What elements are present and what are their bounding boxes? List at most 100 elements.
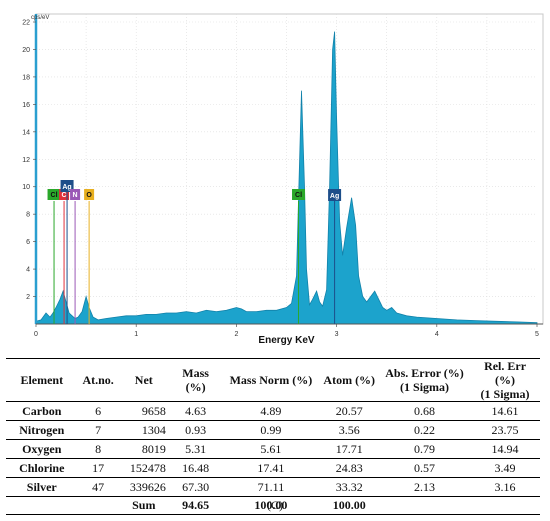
element-marker-label: Ag [62, 184, 71, 191]
header-mass: Mass (%) [182, 366, 209, 394]
cell-mass-norm: 5.61 [260, 442, 282, 456]
element-marker-box [59, 189, 70, 200]
table-row: Oxygen 8 8019 5.31 5.61 17.71 0.79 14.94 [6, 440, 540, 459]
cell-net: 1304 [141, 423, 166, 437]
cell-rel-err: 14.61 [491, 404, 519, 418]
element-marker-box [84, 189, 95, 200]
sum-mass-norm: 100.00 [254, 498, 288, 512]
element-marker-label: Cl [295, 192, 302, 199]
cell-mass-norm: 17.41 [257, 461, 285, 475]
header-atom: Atom (%) [323, 373, 376, 387]
cell-atno: 8 [95, 442, 102, 456]
cell-abs-err: 0.79 [414, 442, 436, 456]
y-tick-label: 4 [26, 267, 30, 274]
cell-net: 9658 [141, 404, 166, 418]
element-marker-label: C [62, 192, 67, 199]
table-row: Nitrogen 7 1304 0.93 0.99 3.56 0.22 23.75 [6, 421, 540, 440]
table-body: Carbon 6 9658 4.63 4.89 20.57 0.68 14.61 Nitroge… [6, 402, 540, 497]
header-atno: At.no. [82, 373, 114, 387]
cell-mass: 0.93 [185, 423, 207, 437]
cell-atom: 20.57 [335, 404, 363, 418]
table-row: Carbon 6 9658 4.63 4.89 20.57 0.68 14.61 [6, 402, 540, 421]
cell-mass: 67.30 [182, 480, 210, 494]
cell-net: 339626 [129, 480, 166, 494]
y-tick-label: 6 [26, 239, 30, 246]
table-row: Chlorine 17 152478 16.48 17.41 24.83 0.57 3.49 [6, 459, 540, 478]
table-header-row: Element At.no. Net Mass (%) Mass Norm (%… [6, 358, 540, 402]
element-marker-box [328, 189, 342, 201]
sum-mass: 94.65 [182, 498, 210, 512]
header-abs-error-line1: Abs. Error (%) [385, 366, 464, 380]
cell-element: Chlorine [19, 461, 65, 475]
cell-atom: 33.32 [335, 480, 363, 494]
element-marker-label: Cl [51, 192, 58, 199]
y-tick-label: 14 [22, 129, 30, 136]
header-mass-norm: Mass Norm (%) [229, 373, 313, 387]
cell-mass: 4.63 [185, 404, 207, 418]
cell-atom: 17.71 [335, 442, 363, 456]
x-tick-label: 2 [234, 331, 238, 338]
cell-abs-err: 0.22 [414, 423, 436, 437]
cell-rel-err: 3.49 [494, 461, 516, 475]
cell-rel-err: 23.75 [491, 423, 519, 437]
y-tick-label: 16 [22, 102, 30, 109]
cell-element: Carbon [22, 404, 62, 418]
cell-net: 8019 [141, 442, 166, 456]
table-row: Silver 47 339626 67.30 71.11 33.32 2.13 3.16 [6, 478, 540, 497]
cell-atno: 47 [92, 480, 105, 494]
cell-atno: 6 [95, 404, 102, 418]
cell-abs-err: 2.13 [414, 480, 436, 494]
cell-atom: 24.83 [335, 461, 363, 475]
cell-mass: 16.48 [182, 461, 210, 475]
cell-rel-err: 3.16 [494, 480, 516, 494]
y-tick-label: 22 [22, 20, 30, 27]
header-abs-error: Abs. Error (%) (1 Sigma) [379, 359, 470, 402]
element-marker-box [292, 189, 306, 200]
header-abs-error-line2: (1 Sigma) [400, 380, 450, 394]
element-marker-label: Ag [330, 193, 339, 200]
y-tick-label: 8 [26, 212, 30, 219]
cell-net: 152478 [129, 461, 166, 475]
cell-atno: 17 [92, 461, 105, 475]
cell-element: Nitrogen [19, 423, 65, 437]
y-tick-label: 20 [22, 47, 30, 54]
cell-mass-norm: 0.99 [260, 423, 282, 437]
cell-atom: 3.56 [338, 423, 360, 437]
cell-element: Silver [26, 480, 57, 494]
x-tick-label: 3 [335, 331, 339, 338]
spectrum-area [35, 31, 538, 325]
cell-mass-norm: 4.89 [260, 404, 282, 418]
table-sum-row: Sum 94.65 100.00 100.00 [6, 497, 540, 515]
cell-abs-err: 0.68 [414, 404, 436, 418]
cell-mass: 5.31 [185, 442, 207, 456]
x-tick-label: 4 [435, 331, 439, 338]
header-net: Net [134, 373, 153, 387]
composition-table: Element At.no. Net Mass (%) Mass Norm (%… [6, 358, 540, 515]
cell-mass-norm: 71.11 [257, 480, 285, 494]
y-tick-label: 12 [22, 157, 30, 164]
y-tick-label: 10 [22, 184, 30, 191]
cell-rel-err: 14.94 [491, 442, 519, 456]
y-axis-unit-label: cps/eV [31, 15, 49, 21]
header-rel-error-line2: (1 Sigma) [480, 387, 530, 401]
sum-atom: 100.00 [332, 498, 366, 512]
cell-abs-err: 0.57 [414, 461, 436, 475]
plot-area [35, 13, 544, 325]
cell-element: Oxygen [22, 442, 62, 456]
sum-label: Sum [132, 498, 156, 512]
cell-atno: 7 [95, 423, 102, 437]
header-rel-error-line1: Rel. Err (%) [484, 359, 527, 387]
element-marker-box [47, 189, 61, 200]
x-tick-label: 1 [134, 331, 138, 338]
figure-caption: (C) [267, 498, 283, 512]
element-marker-label: O [86, 192, 92, 199]
element-marker-box [70, 189, 81, 200]
x-axis-title: Energy KeV [258, 335, 314, 346]
header-element: Element [20, 373, 64, 387]
header-rel-error: Rel. Err (%) (1 Sigma) [470, 359, 540, 402]
x-tick-label: 5 [535, 331, 539, 338]
element-marker-label: N [73, 192, 78, 199]
y-tick-label: 18 [22, 74, 30, 81]
